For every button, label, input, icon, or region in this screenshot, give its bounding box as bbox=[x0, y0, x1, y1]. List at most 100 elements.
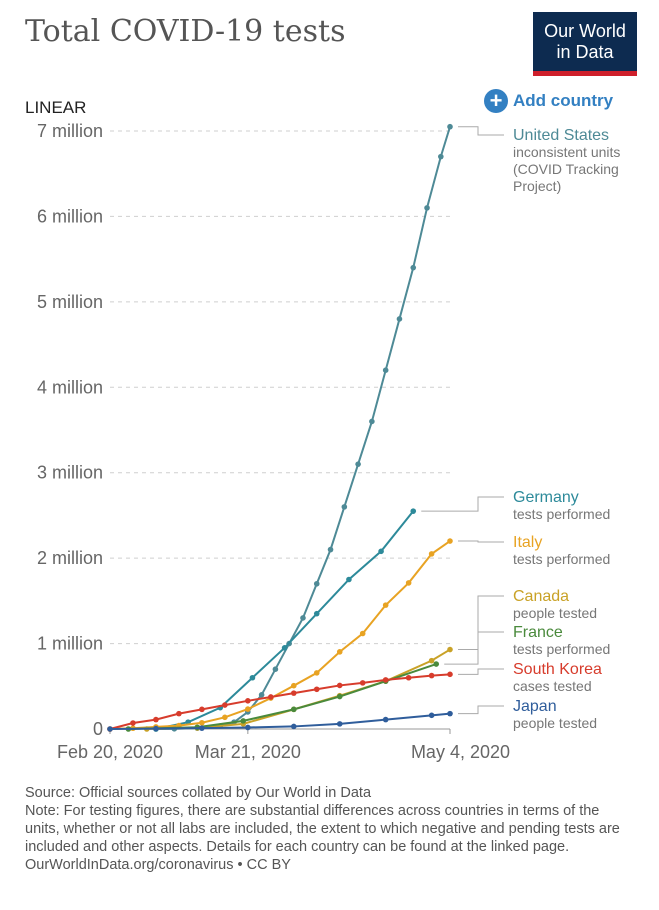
legend-series-name: Canada bbox=[513, 588, 569, 605]
source-text: Source: Official sources collated by Our… bbox=[25, 785, 372, 801]
line-chart: 0 1 million 2 million 3 million 4 million 5 m… bbox=[37, 121, 620, 762]
legend-series-unit: people tested bbox=[513, 605, 597, 621]
data-point-italy bbox=[199, 719, 205, 726]
data-point-italy bbox=[313, 670, 320, 676]
y-tick-label: 7 million bbox=[37, 121, 103, 141]
scale-toggle[interactable]: LINEAR bbox=[25, 98, 87, 117]
legend-series-unit: Project) bbox=[513, 178, 561, 194]
y-tick-label: 0 bbox=[93, 719, 103, 739]
legend-connector bbox=[421, 496, 504, 512]
data-point-united-states bbox=[313, 580, 320, 587]
data-point-italy bbox=[447, 538, 453, 544]
data-point-germany bbox=[410, 508, 417, 514]
legend-connector bbox=[458, 705, 504, 715]
legend-series-unit: people tested bbox=[513, 715, 597, 731]
data-point-united-states bbox=[410, 264, 417, 271]
data-point-united-states bbox=[300, 615, 306, 621]
y-tick-label: 5 million bbox=[37, 292, 103, 312]
legend-series-unit: cases tested bbox=[513, 678, 592, 694]
data-point-united-states bbox=[438, 153, 444, 160]
legend-series-unit: inconsistent units bbox=[513, 144, 620, 160]
data-point-south-korea bbox=[153, 716, 159, 723]
data-point-united-states bbox=[258, 692, 265, 698]
data-point-canada bbox=[447, 646, 453, 653]
legend-connector bbox=[444, 631, 504, 665]
data-point-italy bbox=[245, 706, 251, 712]
x-tick-label: May 4, 2020 bbox=[411, 742, 510, 762]
y-tick-label: 1 million bbox=[37, 634, 103, 654]
data-point-south-korea bbox=[336, 682, 343, 689]
legend-series-unit: tests performed bbox=[513, 641, 610, 657]
data-point-south-korea bbox=[245, 698, 251, 704]
data-point-italy bbox=[336, 649, 343, 655]
legend-series-unit: tests performed bbox=[513, 506, 610, 522]
data-point-united-states bbox=[341, 504, 348, 510]
data-point-canada bbox=[428, 657, 435, 664]
legend-series-name: Japan bbox=[513, 698, 557, 715]
y-tick-label: 6 million bbox=[37, 206, 103, 226]
data-point-south-korea bbox=[359, 680, 366, 686]
data-point-france bbox=[290, 706, 297, 713]
data-point-south-korea bbox=[268, 694, 274, 700]
data-point-italy bbox=[405, 580, 412, 586]
series-line-italy bbox=[109, 540, 451, 730]
data-point-united-states bbox=[424, 205, 430, 211]
legend-series-name: United States bbox=[513, 127, 609, 144]
data-point-germany bbox=[378, 548, 384, 555]
data-point-italy bbox=[428, 551, 435, 557]
data-point-united-states bbox=[327, 546, 334, 553]
plus-icon: + bbox=[484, 89, 508, 113]
series-lines bbox=[107, 123, 453, 732]
x-tick-label: Feb 20, 2020 bbox=[57, 742, 163, 762]
footer-link[interactable]: OurWorldInData.org/coronavirus • CC BY bbox=[25, 857, 291, 873]
data-point-south-korea bbox=[199, 706, 205, 713]
data-point-united-states bbox=[272, 666, 279, 672]
data-point-germany bbox=[313, 610, 320, 617]
data-point-south-korea bbox=[222, 702, 228, 708]
y-tick-label: 3 million bbox=[37, 463, 103, 483]
data-point-france bbox=[433, 661, 440, 667]
data-point-germany bbox=[346, 576, 352, 583]
add-country-button[interactable]: + Add country bbox=[484, 89, 613, 113]
data-point-united-states bbox=[382, 367, 389, 374]
data-point-japan bbox=[153, 725, 159, 732]
data-point-south-korea bbox=[382, 677, 389, 683]
data-point-germany bbox=[249, 674, 256, 681]
data-point-japan bbox=[336, 721, 343, 727]
data-point-united-states bbox=[355, 461, 361, 467]
data-point-japan bbox=[245, 724, 251, 731]
logo-line-2: in Data bbox=[556, 42, 614, 62]
note-text: Note: For testing figures, there are sub… bbox=[25, 803, 620, 855]
legend-series-name: France bbox=[513, 624, 563, 641]
data-point-south-korea bbox=[176, 710, 182, 717]
data-point-united-states bbox=[447, 123, 453, 130]
data-point-japan bbox=[428, 712, 435, 719]
y-tick-label: 2 million bbox=[37, 548, 103, 568]
legend-connector bbox=[458, 540, 504, 543]
page-title: Total COVID-19 tests bbox=[25, 14, 346, 49]
data-point-south-korea bbox=[130, 720, 136, 726]
data-point-south-korea bbox=[428, 672, 435, 679]
legend-series-name: Italy bbox=[513, 534, 542, 551]
data-point-italy bbox=[222, 714, 228, 721]
chart-footer: Source: Official sources collated by Our… bbox=[25, 784, 625, 874]
owid-logo[interactable]: Our World in Data bbox=[533, 12, 637, 76]
logo-line-1: Our World bbox=[544, 21, 626, 41]
y-axis-ticks: 0 1 million 2 million 3 million 4 million 5 m… bbox=[37, 121, 103, 739]
data-point-japan bbox=[447, 710, 453, 717]
data-point-united-states bbox=[396, 316, 403, 322]
legend-series-name: South Korea bbox=[513, 661, 602, 678]
gridlines bbox=[110, 130, 450, 730]
data-point-japan bbox=[199, 725, 205, 731]
y-tick-label: 4 million bbox=[37, 377, 103, 397]
series-line-united-states bbox=[155, 126, 451, 730]
data-point-united-states bbox=[369, 418, 375, 425]
